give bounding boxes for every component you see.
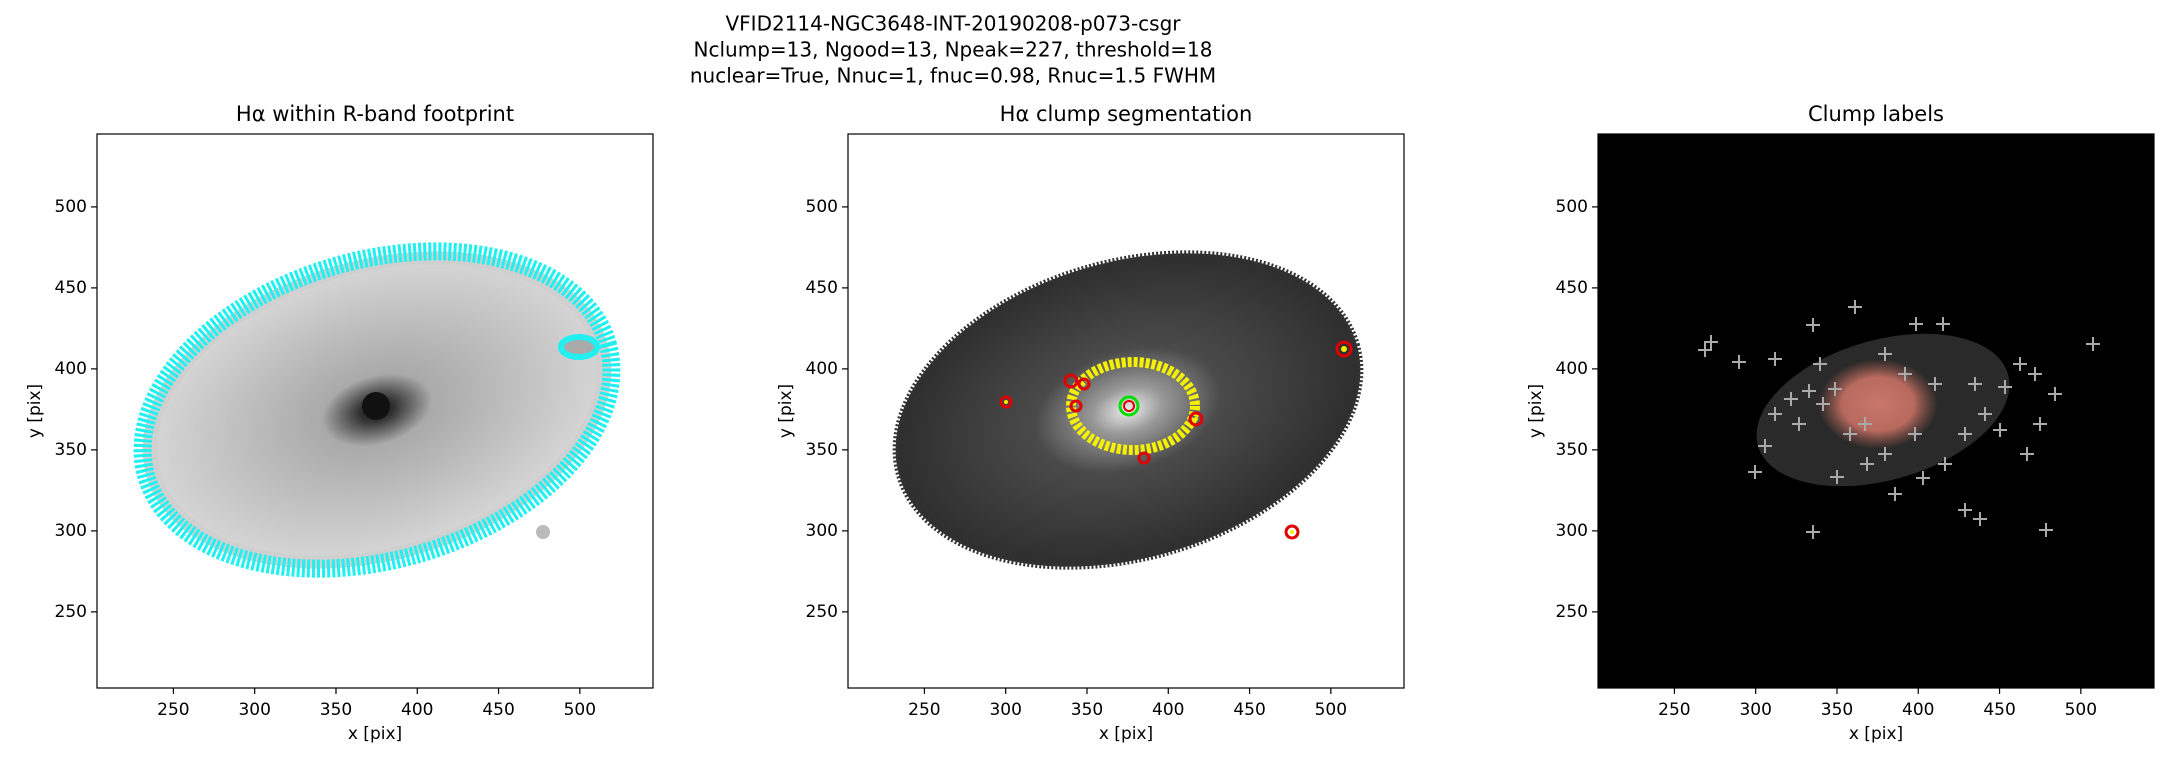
x-axis-label: x [pix] <box>1099 724 1153 744</box>
x-tick-label: 400 <box>401 700 433 720</box>
suptitle: nuclear=True, Nnuc=1, fnuc=0.98, Rnuc=1.… <box>690 64 1216 88</box>
suptitle: Nclump=13, Ngood=13, Npeak=227, threshol… <box>694 38 1213 62</box>
x-tick-label: 350 <box>1821 700 1853 720</box>
x-tick-label: 450 <box>482 700 514 720</box>
x-tick-label: 400 <box>1902 700 1934 720</box>
x-tick-label: 500 <box>1315 700 1347 720</box>
y-axis-label: y [pix] <box>1526 384 1546 438</box>
y-tick-label: 250 <box>55 602 87 622</box>
x-axis-label: x [pix] <box>348 724 402 744</box>
y-tick-label: 500 <box>1556 197 1588 217</box>
y-tick-label: 300 <box>1556 521 1588 541</box>
x-tick-label: 350 <box>1071 700 1103 720</box>
chart-title: Hα within R-band footprint <box>236 102 514 126</box>
image-content <box>1698 300 2100 539</box>
y-axis-label: y [pix] <box>25 384 45 438</box>
axes-frame <box>96 133 654 689</box>
y-axis-label: y [pix] <box>776 384 796 438</box>
x-tick-label: 500 <box>2065 700 2097 720</box>
image-content <box>892 250 1364 570</box>
axes-frame <box>847 133 1405 689</box>
y-tick-label: 300 <box>806 521 838 541</box>
y-tick-label: 250 <box>1556 602 1588 622</box>
x-tick-label: 300 <box>238 700 270 720</box>
x-tick-label: 250 <box>1658 700 1690 720</box>
image-content <box>133 242 621 578</box>
y-tick-label: 350 <box>806 440 838 460</box>
y-tick-label: 500 <box>806 197 838 217</box>
y-tick-label: 450 <box>806 278 838 298</box>
x-tick-label: 400 <box>1152 700 1184 720</box>
axes-frame <box>1597 133 2155 689</box>
x-tick-label: 450 <box>1233 700 1265 720</box>
x-tick-label: 500 <box>564 700 596 720</box>
x-tick-label: 250 <box>157 700 189 720</box>
x-tick-label: 450 <box>1983 700 2015 720</box>
x-tick-label: 300 <box>1739 700 1771 720</box>
y-tick-label: 400 <box>55 359 87 379</box>
chart-title: Hα clump segmentation <box>1000 102 1253 126</box>
y-tick-label: 500 <box>55 197 87 217</box>
x-tick-label: 250 <box>908 700 940 720</box>
x-tick-label: 300 <box>989 700 1021 720</box>
suptitle: VFID2114-NGC3648-INT-20190208-p073-csgr <box>725 12 1181 36</box>
x-axis-label: x [pix] <box>1849 724 1903 744</box>
x-tick-label: 350 <box>320 700 352 720</box>
y-tick-label: 300 <box>55 521 87 541</box>
y-tick-label: 350 <box>55 440 87 460</box>
y-tick-label: 450 <box>1556 278 1588 298</box>
y-tick-label: 250 <box>806 602 838 622</box>
y-tick-label: 400 <box>806 359 838 379</box>
chart-title: Clump labels <box>1808 102 1944 126</box>
y-tick-label: 350 <box>1556 440 1588 460</box>
y-tick-label: 450 <box>55 278 87 298</box>
y-tick-label: 400 <box>1556 359 1588 379</box>
